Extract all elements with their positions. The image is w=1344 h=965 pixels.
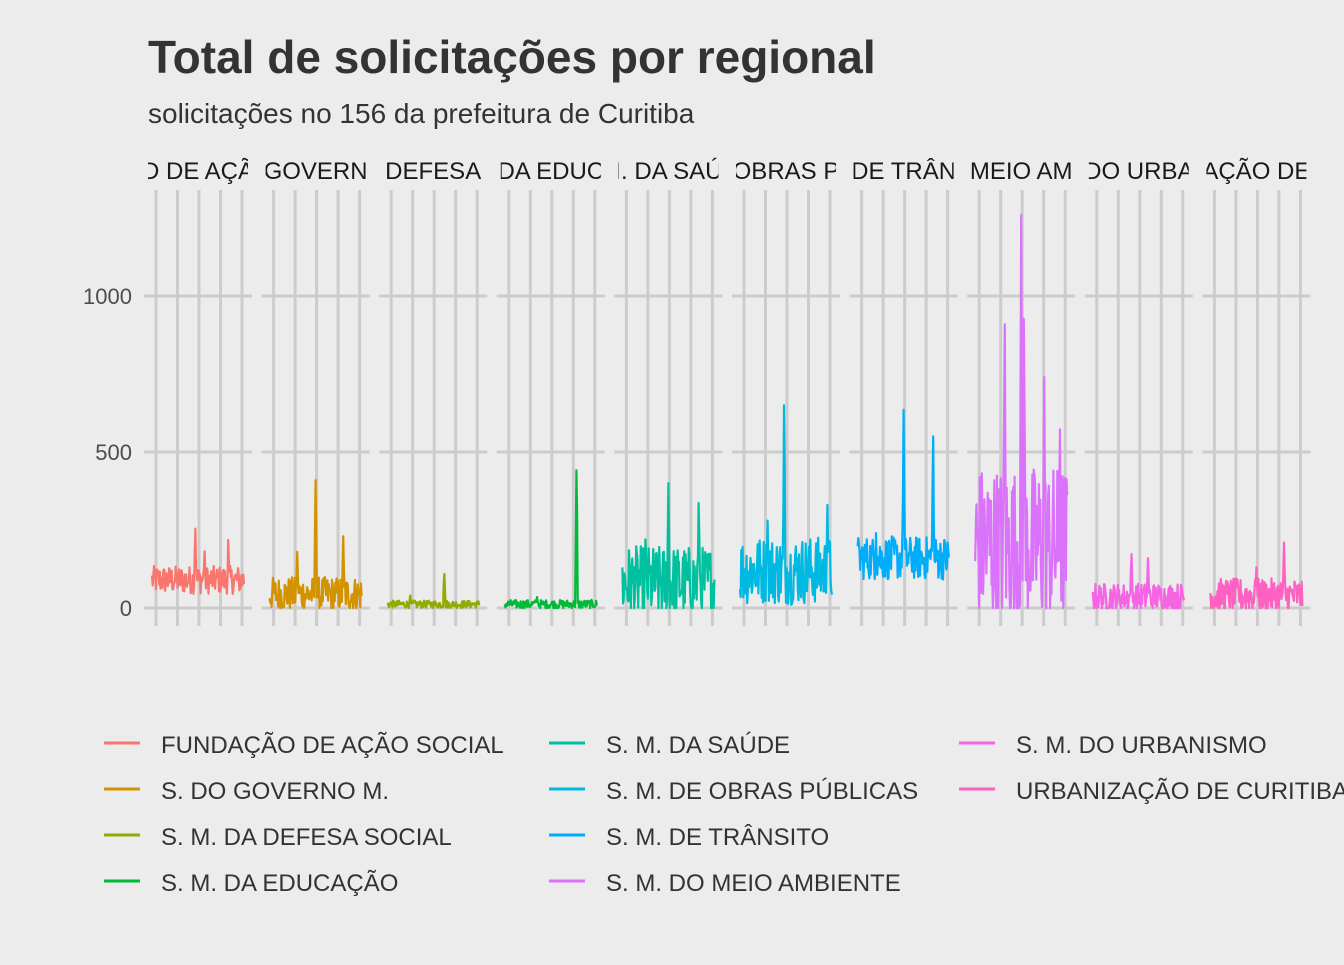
y-tick-label: 0 [120, 596, 132, 621]
y-axis: 0 500 1000 [83, 284, 132, 621]
legend-item: S. DO GOVERNO M. [104, 778, 389, 805]
facet-strip-label: DO URBA [1084, 158, 1193, 185]
series-line [856, 408, 951, 581]
series-line [150, 527, 246, 595]
facet-panel: D DE AÇÃ [142, 158, 254, 626]
legend-item: URBANIZAÇÃO DE CURITIBA [959, 778, 1344, 805]
series-line [386, 572, 481, 610]
facet-strip-label: OBRAS P [733, 158, 840, 185]
facet-panel: DA EDUC [496, 158, 605, 626]
series-line [1209, 541, 1304, 610]
series-line [268, 479, 363, 610]
facet-panel: DEFESA [379, 158, 488, 626]
facet-panel: DO URBA [1084, 158, 1193, 626]
legend-item: S. M. DA DEFESA SOCIAL [104, 824, 452, 851]
legend-label: S. M. DA EDUCAÇÃO [161, 870, 398, 897]
legend-item: S. M. DO MEIO AMBIENTE [549, 870, 901, 897]
series-line [503, 469, 598, 610]
facet-panel: GOVERN [261, 158, 370, 626]
y-tick-label: 500 [95, 440, 132, 465]
facet-strip-label: I. DA SAÚ [614, 158, 722, 185]
facet-strip-label: D DE AÇÃ [142, 158, 254, 185]
facet-panel: MEIO AM [967, 158, 1076, 626]
legend-item: S. M. DO URBANISMO [959, 732, 1267, 759]
legend-item: FUNDAÇÃO DE AÇÃO SOCIAL [104, 732, 504, 759]
facet-panel: OBRAS P [732, 158, 840, 626]
legend-label: URBANIZAÇÃO DE CURITIBA [1016, 778, 1344, 805]
series-line [974, 213, 1069, 610]
series-line [738, 404, 834, 606]
facet-strip-label: GOVERN [264, 158, 368, 185]
facet-strip-label: DA EDUC [497, 158, 604, 185]
legend-item: S. M. DE OBRAS PÚBLICAS [549, 778, 918, 805]
chart-title: Total de solicitações por regional [148, 31, 876, 83]
legend-item: S. M. DE TRÂNSITO [549, 824, 829, 851]
chart-subtitle: solicitações no 156 da prefeitura de Cur… [148, 98, 695, 129]
legend-label: S. M. DO MEIO AMBIENTE [606, 870, 901, 897]
facet-panels: D DE AÇÃ GOVERN DEFESA DA EDUC I. DA SAÚ OBRA… [142, 158, 1311, 626]
legend-label: S. M. DA DEFESA SOCIAL [161, 824, 452, 851]
legend-item: S. M. DA EDUCAÇÃO [104, 870, 398, 897]
facet-panel: DE TRÂN [849, 158, 958, 626]
facet-strip-label: DEFESA [385, 158, 481, 185]
facet-panel: I. DA SAÚ [614, 158, 723, 626]
legend-label: S. DO GOVERNO M. [161, 778, 389, 805]
legend-label: S. M. DE OBRAS PÚBLICAS [606, 778, 918, 805]
legend-label: S. M. DE TRÂNSITO [606, 824, 829, 851]
facet-strip-label: AÇÃO DE [1202, 158, 1310, 185]
facet-strip-label: MEIO AM [970, 158, 1073, 185]
legend-label: S. M. DA SAÚDE [606, 732, 790, 759]
series-line [621, 482, 716, 610]
y-tick-label: 1000 [83, 284, 132, 309]
legend: FUNDAÇÃO DE AÇÃO SOCIAL S. DO GOVERNO M. S… [104, 732, 1344, 897]
legend-label: FUNDAÇÃO DE AÇÃO SOCIAL [161, 732, 504, 759]
series-line [1091, 552, 1186, 610]
legend-item: S. M. DA SAÚDE [549, 732, 790, 759]
facet-strip-label: DE TRÂN [851, 158, 956, 185]
legend-label: S. M. DO URBANISMO [1016, 732, 1267, 759]
facet-panel: AÇÃO DE [1202, 158, 1311, 626]
